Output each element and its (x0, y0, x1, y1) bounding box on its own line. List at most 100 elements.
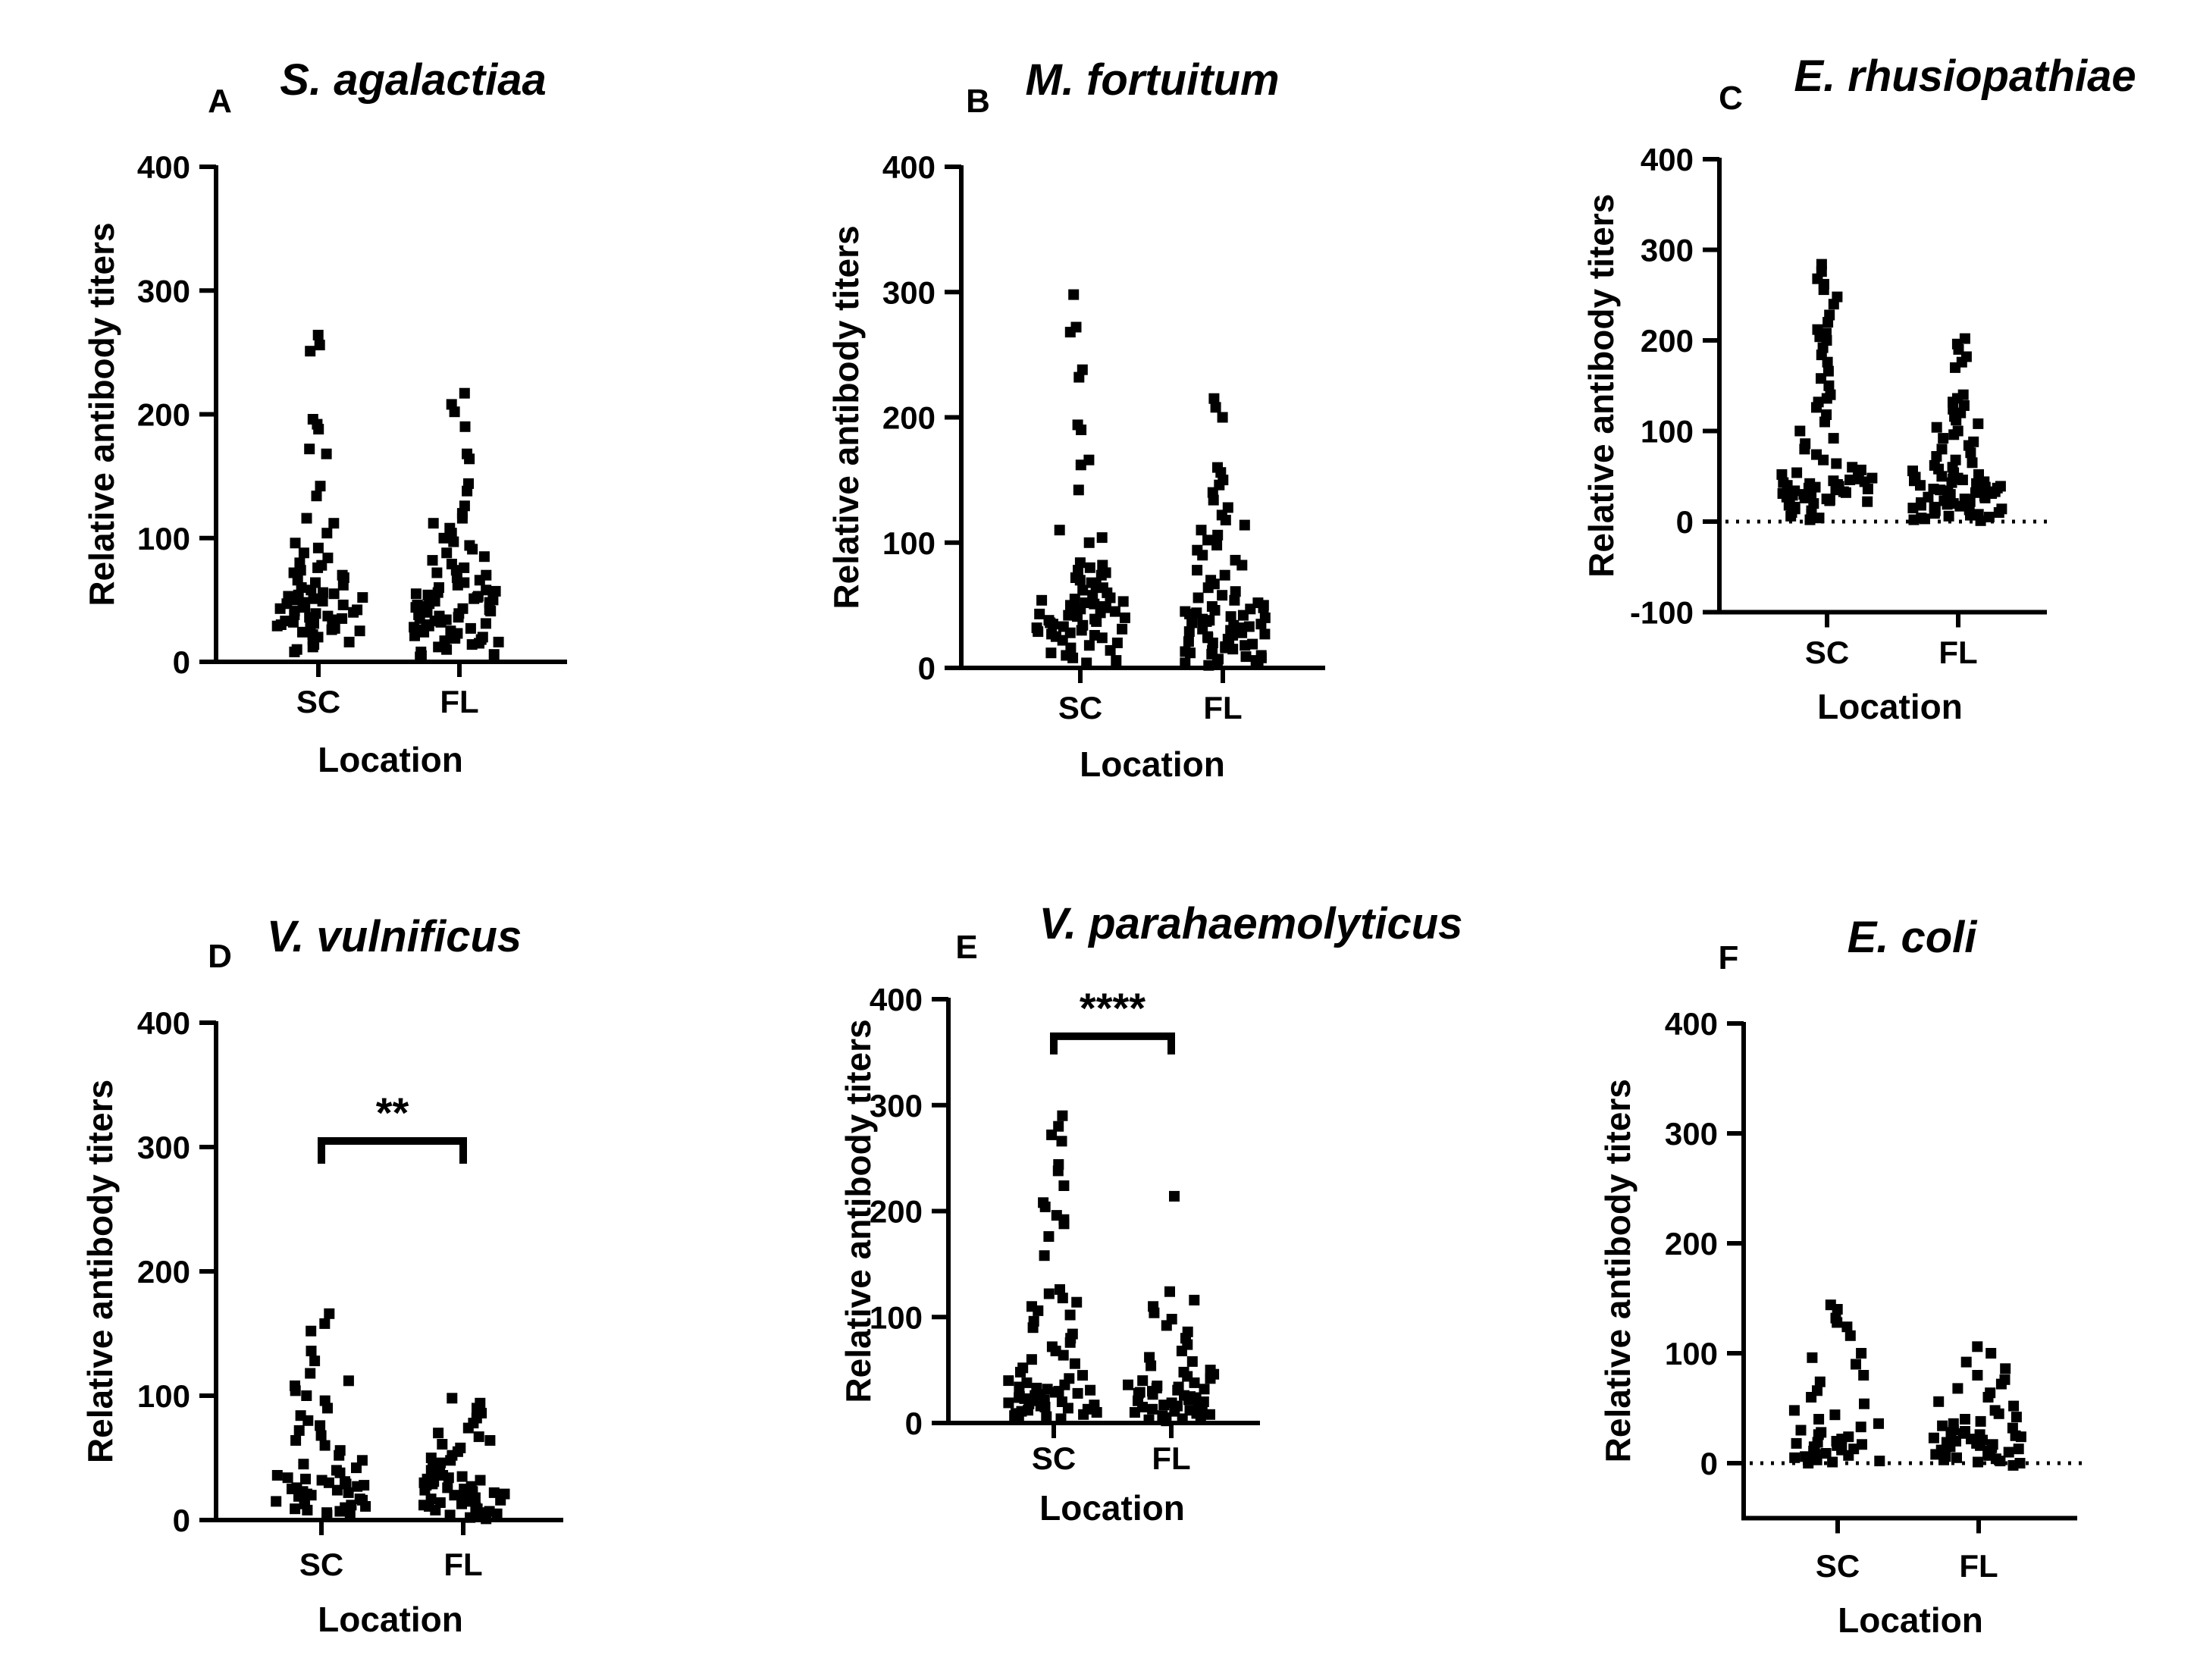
data-point (1183, 636, 1194, 647)
data-point (1036, 594, 1048, 606)
y-tick-label: 0 (918, 650, 936, 686)
data-point (1954, 500, 1966, 512)
significance-label: **** (1080, 984, 1146, 1032)
data-point (324, 1308, 335, 1319)
panel-c: C E. rhusiopathiae -100 0 100 200 300 400 SC FL Lo… (1581, 52, 2136, 726)
y-tick-label: 200 (137, 1254, 190, 1290)
data-point (315, 1420, 326, 1431)
data-point (1111, 655, 1122, 666)
x-tick-label: SC (1032, 1440, 1076, 1476)
data-point (1209, 605, 1221, 616)
data-point (1177, 1413, 1188, 1425)
data-point (331, 1484, 343, 1496)
data-point (495, 1494, 506, 1506)
data-point (1933, 1396, 1945, 1407)
y-tick-label: 200 (882, 400, 936, 436)
data-point (1855, 1421, 1866, 1433)
data-point (306, 1325, 317, 1337)
data-point (328, 588, 340, 600)
data-point (1799, 444, 1810, 455)
significance-bracket (318, 1137, 467, 1164)
y-tick-label: 300 (137, 1130, 190, 1165)
data-point (1147, 1389, 1158, 1400)
data-point (1814, 1376, 1826, 1387)
data-point (297, 626, 308, 638)
data-point (298, 1459, 309, 1470)
data-point (1945, 1441, 1956, 1453)
data-point (1983, 512, 1995, 522)
data-point (1843, 1450, 1854, 1461)
data-point (309, 1356, 321, 1367)
panel-letter: E (955, 929, 977, 966)
data-point (1033, 1305, 1044, 1316)
data-point (1993, 1408, 2004, 1419)
data-point (290, 1435, 302, 1446)
data-point (1832, 1317, 1843, 1328)
data-point (1176, 1346, 1187, 1356)
data-point (299, 602, 310, 613)
y-tick-label: 0 (1676, 504, 1694, 540)
series-sc (1003, 1110, 1102, 1425)
data-point (452, 579, 463, 591)
data-point (1161, 1415, 1172, 1427)
y-tick-label: 100 (870, 1299, 923, 1335)
data-point (1199, 1384, 1210, 1395)
data-point (334, 1467, 346, 1478)
data-point (1096, 532, 1108, 544)
data-point (337, 579, 349, 591)
data-point (1799, 492, 1810, 503)
data-point (1948, 429, 1960, 440)
x-axis-title: Location (1838, 1600, 1983, 1640)
data-point (337, 599, 349, 610)
data-point (2000, 1363, 2011, 1374)
x-axis-title: Location (1039, 1488, 1185, 1528)
y-tick-label: 0 (173, 1503, 190, 1538)
data-point (2003, 1446, 2014, 1458)
data-point (1192, 565, 1203, 576)
data-point (480, 618, 491, 629)
y-tick-label: 400 (137, 1005, 190, 1041)
data-point (305, 346, 316, 357)
data-point (462, 1422, 474, 1434)
data-point (1064, 327, 1076, 338)
data-point (1237, 610, 1249, 621)
data-point (1973, 1456, 1983, 1468)
data-point (1823, 380, 1835, 391)
data-point (1143, 1414, 1155, 1425)
data-point (1840, 487, 1851, 498)
data-point (1074, 575, 1086, 586)
data-point (425, 1453, 437, 1463)
data-point (1964, 496, 1976, 507)
data-point (462, 485, 473, 497)
data-point (431, 567, 443, 578)
data-point (1930, 1449, 1942, 1460)
data-point (321, 528, 333, 539)
data-point (1064, 1337, 1076, 1348)
data-point (1055, 1413, 1067, 1425)
data-point (1195, 1411, 1206, 1422)
data-point (1039, 1201, 1051, 1212)
data-point (1026, 1354, 1037, 1365)
data-point (474, 575, 485, 586)
data-point (334, 1450, 345, 1461)
data-point (321, 448, 332, 459)
data-point (1123, 1379, 1133, 1390)
data-point (1920, 513, 1930, 525)
data-point (1803, 1458, 1814, 1468)
data-point (1062, 1403, 1073, 1414)
data-point (1058, 1349, 1069, 1361)
y-tick-label: 300 (882, 274, 936, 310)
data-point (1827, 1456, 1838, 1468)
panel-letter: D (208, 938, 232, 975)
series-fl (1180, 393, 1271, 671)
data-point (1985, 1348, 1997, 1359)
data-point (1240, 640, 1251, 651)
data-point (1083, 537, 1095, 548)
data-point (1831, 458, 1842, 469)
data-point (1859, 1398, 1869, 1409)
data-point (289, 646, 300, 657)
data-point (491, 1508, 503, 1519)
data-point (312, 542, 324, 553)
data-point (1973, 418, 1984, 429)
data-point (465, 1512, 476, 1523)
